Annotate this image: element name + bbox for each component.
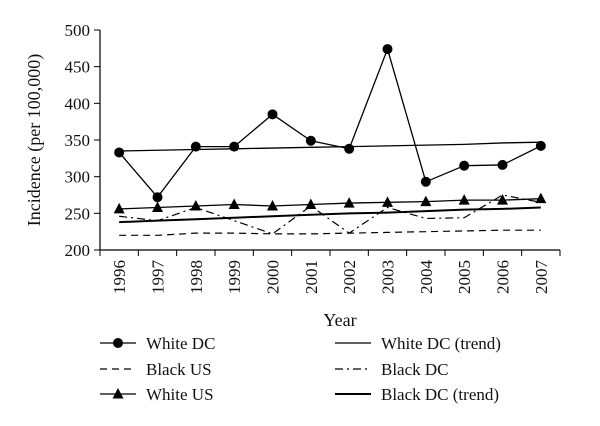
point-marker [420,176,431,187]
legend-label: Black US [146,360,212,379]
y-tick-label: 500 [65,21,91,40]
series-line [118,48,542,198]
point-marker [267,109,278,120]
legend-item: White DC (trend) [335,334,501,353]
series-line [119,206,541,224]
legend-label: Black DC (trend) [381,385,499,404]
x-tick-label: 2004 [417,260,436,295]
legend-item: White DC [100,334,215,353]
series-layer [113,44,547,236]
y-tick-label: 250 [65,204,91,223]
point-marker [229,141,240,152]
point-marker [459,160,470,171]
y-tick-label: 300 [65,168,91,187]
y-tick-label: 450 [65,58,91,77]
y-tick-label: 350 [65,131,91,150]
point-marker [305,135,316,146]
point-marker [305,198,317,210]
series-line [119,141,541,152]
x-tick-label: 2005 [455,260,474,294]
point-marker [113,202,125,214]
axes: 200 250 300 350 400 450 500 1996 1997 1998 1999 200… [65,21,561,294]
point-marker [497,194,508,205]
legend-label: White DC (trend) [381,334,501,353]
series-black-dc [119,194,541,235]
y-axis-title: Incidence (per 100,000) [24,54,45,226]
point-marker [152,201,163,212]
point-marker [113,338,123,348]
series-white-dc-trend [119,141,541,152]
legend-label: White US [146,385,214,404]
legend-label: Black DC [381,360,449,379]
x-tick-label: 2001 [302,260,321,294]
point-marker [267,200,278,211]
legend: White DC White DC (trend) Black US Black DC… [100,334,501,404]
point-marker [497,159,508,170]
point-marker [228,198,240,210]
point-marker [535,140,546,151]
x-tick-label: 2003 [379,260,398,294]
x-tick-label: 2007 [532,260,551,295]
series-line [119,198,541,210]
point-marker [420,195,432,207]
point-marker [114,147,125,158]
x-axis-title: Year [323,310,356,330]
x-tick-label: 2000 [264,260,283,294]
y-tick-label: 400 [65,94,91,113]
legend-item: Black DC (trend) [335,385,499,404]
x-tick-label: 1998 [187,260,206,294]
series-white-dc [114,44,546,203]
point-marker [535,192,547,204]
series-line [119,194,541,235]
y-tick-label: 200 [65,241,91,260]
point-marker [190,200,202,211]
x-tick-label: 1999 [225,260,244,294]
series-line [119,229,541,236]
legend-item: Black DC [335,360,449,379]
point-marker [152,192,163,203]
point-marker [343,197,355,208]
x-tick-label: 2002 [340,260,359,294]
point-marker [382,196,393,207]
series-white-us [113,192,547,214]
point-marker [190,141,201,152]
x-tick-label: 1996 [110,260,129,294]
series-black-dc-trend [119,206,541,224]
point-marker [344,143,355,154]
legend-label: White DC [146,334,215,353]
x-tick-label: 2006 [494,260,513,294]
legend-item: White US [100,385,214,404]
point-marker [382,44,393,55]
point-marker [112,388,124,399]
x-tick-label: 1997 [149,260,168,295]
legend-item: Black US [100,360,212,379]
point-marker [458,194,470,205]
series-black-us [119,229,541,236]
